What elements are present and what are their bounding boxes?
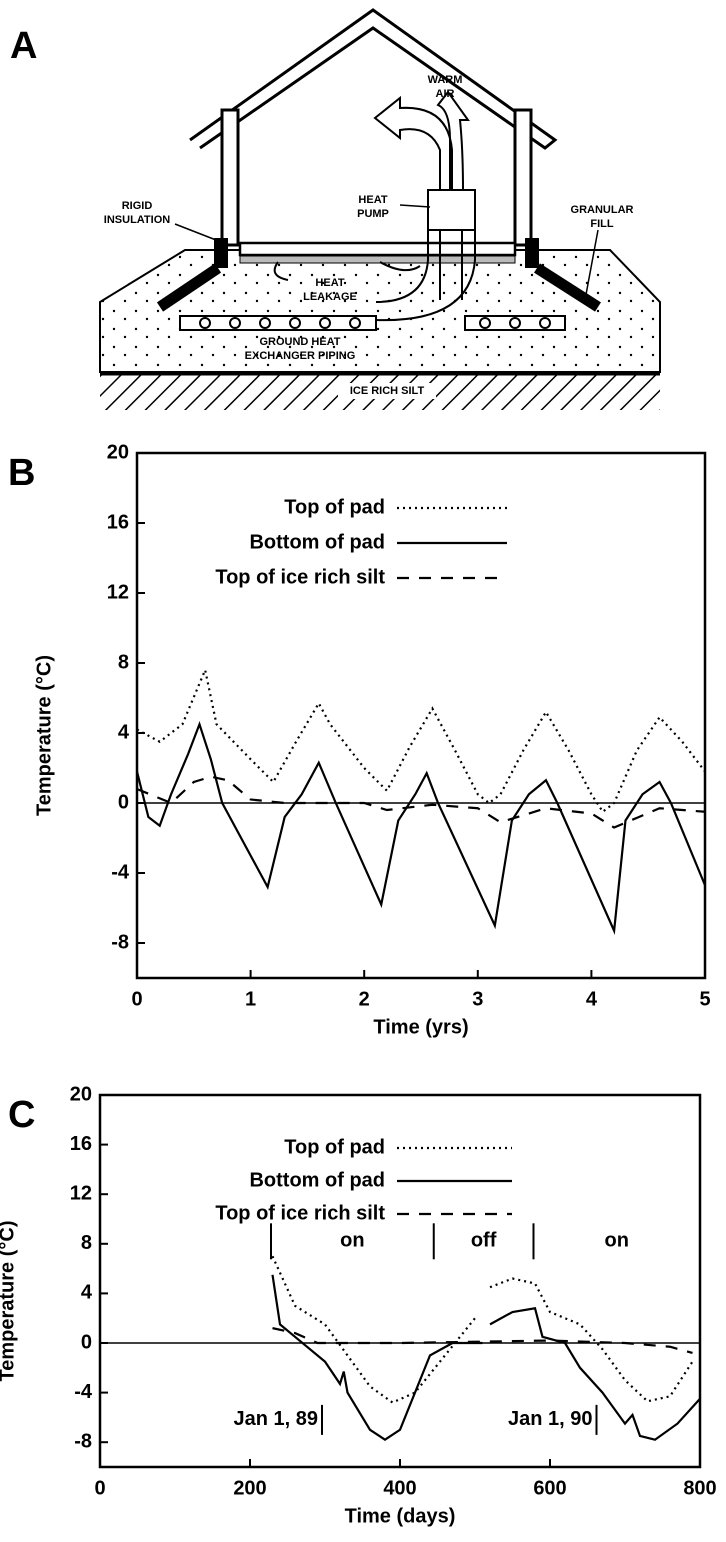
y-tick-label: 8	[81, 1232, 92, 1254]
y-tick-label: 0	[81, 1331, 92, 1353]
label: ICE RICH SILT	[350, 385, 425, 397]
series-line	[273, 1275, 701, 1440]
label: EXCHANGER PIPING	[245, 350, 356, 362]
phase-label: off	[471, 1230, 497, 1252]
wall	[515, 110, 531, 245]
y-tick-label: 12	[70, 1182, 92, 1204]
panel-label: B	[8, 452, 35, 494]
x-tick-label: 5	[699, 988, 710, 1010]
label: WARM	[428, 74, 463, 86]
plot-frame	[137, 453, 705, 978]
x-tick-label: 200	[233, 1477, 266, 1499]
x-axis-label: Time (yrs)	[373, 1016, 468, 1038]
x-axis-label: Time (days)	[345, 1505, 456, 1527]
label: HEAT	[358, 194, 387, 206]
roof	[190, 10, 555, 148]
phase-label: on	[605, 1230, 629, 1252]
x-tick-label: 0	[131, 988, 142, 1010]
y-tick-label: -8	[111, 931, 129, 953]
series-line	[137, 670, 705, 812]
label: GRANULAR	[571, 204, 634, 216]
label: INSULATION	[104, 214, 170, 226]
legend-label: Top of pad	[284, 1136, 385, 1158]
legend-label: Bottom of pad	[249, 531, 385, 553]
legend-label: Top of ice rich silt	[215, 1202, 385, 1224]
label: GROUND HEAT	[259, 336, 340, 348]
x-tick-label: 400	[383, 1477, 416, 1499]
x-tick-label: 2	[359, 988, 370, 1010]
x-tick-label: 1	[245, 988, 256, 1010]
date-label: Jan 1, 90	[508, 1408, 593, 1430]
y-tick-label: 16	[70, 1133, 92, 1155]
y-axis-label: Temperature (°C)	[0, 1221, 18, 1382]
legend-label: Top of ice rich silt	[215, 566, 385, 588]
panel-label: C	[8, 1094, 35, 1136]
y-tick-label: 0	[118, 791, 129, 813]
slab	[240, 243, 515, 255]
legend-label: Bottom of pad	[249, 1169, 385, 1191]
x-tick-label: 4	[586, 988, 598, 1010]
x-tick-label: 600	[533, 1477, 566, 1499]
granular-fill	[100, 250, 660, 372]
x-tick-label: 0	[94, 1477, 105, 1499]
x-tick-label: 3	[472, 988, 483, 1010]
label: LEAKAGE	[303, 291, 357, 303]
rigid-insulation	[214, 238, 228, 268]
y-tick-label: -4	[111, 861, 130, 883]
label: PUMP	[357, 208, 389, 220]
y-axis-label: Temperature (°C)	[33, 655, 55, 816]
legend-label: Top of pad	[284, 496, 385, 518]
label: RIGID	[122, 200, 153, 212]
wall	[222, 110, 238, 245]
diagram: A WARM AIR HEAT PUMP RIGID	[10, 10, 660, 410]
y-tick-label: 4	[118, 721, 130, 743]
date-label: Jan 1, 89	[233, 1408, 318, 1430]
y-tick-label: -8	[74, 1430, 92, 1452]
y-tick-label: 12	[107, 581, 129, 603]
panel-label: A	[10, 25, 37, 67]
figure: A WARM AIR HEAT PUMP RIGID	[0, 0, 726, 1542]
y-tick-label: 16	[107, 511, 129, 533]
series-line	[273, 1256, 693, 1402]
insulation-layer	[240, 256, 515, 263]
y-tick-label: -4	[74, 1381, 93, 1403]
y-tick-label: 20	[70, 1083, 92, 1105]
rigid-insulation	[525, 238, 539, 268]
plot-frame	[100, 1095, 700, 1467]
y-tick-label: 8	[118, 651, 129, 673]
phase-label: on	[340, 1230, 364, 1252]
series-line	[137, 724, 705, 931]
label: FILL	[590, 218, 613, 230]
label: AIR	[436, 88, 455, 100]
label: HEAT	[315, 277, 344, 289]
y-tick-label: 20	[107, 441, 129, 463]
x-tick-label: 800	[683, 1477, 716, 1499]
y-tick-label: 4	[81, 1282, 93, 1304]
